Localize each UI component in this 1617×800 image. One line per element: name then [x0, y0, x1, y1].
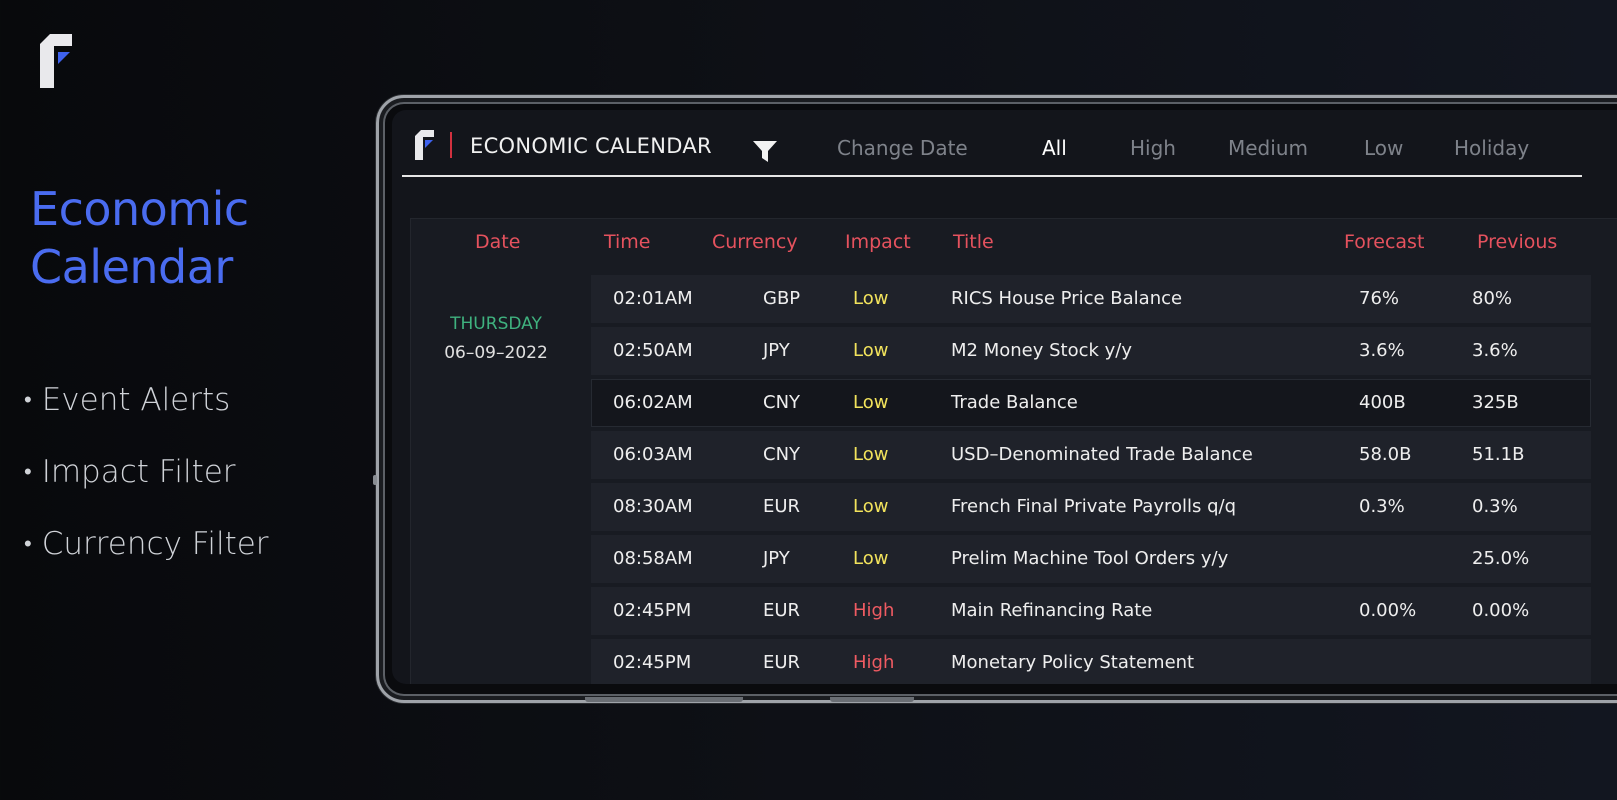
table-row[interactable]: 06:03AM CNY Low USD–Denominated Trade Balan… — [591, 431, 1591, 479]
cell-previous: 25.0% — [1472, 548, 1530, 569]
cell-forecast: 76% — [1359, 288, 1400, 309]
header-previous: Previous — [1477, 231, 1558, 253]
cell-currency: EUR — [763, 496, 801, 517]
cell-forecast: 0.3% — [1359, 496, 1405, 517]
tab-low[interactable]: Low — [1364, 136, 1404, 160]
date-value: 06–09–2022 — [444, 343, 548, 363]
table-row[interactable]: 02:50AM JPY Low M2 Money Stock y/y 3.6% 3.6% — [591, 327, 1591, 375]
cell-forecast: 400B — [1359, 392, 1406, 413]
filter-icon[interactable] — [752, 138, 778, 164]
cell-impact: High — [853, 600, 895, 621]
cell-previous: 0.00% — [1472, 600, 1530, 621]
header-currency: Currency — [712, 231, 798, 253]
cell-impact: Low — [853, 340, 889, 361]
header-date: Date — [475, 231, 521, 253]
hero-title: Economic Calendar — [30, 180, 249, 296]
cell-title: Prelim Machine Tool Orders y/y — [951, 548, 1229, 569]
app-logo-icon — [415, 130, 434, 160]
cell-currency: CNY — [763, 392, 801, 413]
cell-forecast: 3.6% — [1359, 340, 1405, 361]
cell-currency: EUR — [763, 652, 801, 673]
cell-previous: 325B — [1472, 392, 1519, 413]
hero-title-line2: Calendar — [30, 240, 233, 294]
table-row[interactable]: 08:58AM JPY Low Prelim Machine Tool Orders … — [591, 535, 1591, 583]
table-row[interactable]: 08:30AM EUR Low French Final Private Payrol… — [591, 483, 1591, 531]
cell-impact: Low — [853, 496, 889, 517]
tab-all[interactable]: All — [1042, 136, 1067, 160]
app-title: ECONOMIC CALENDAR — [470, 134, 712, 158]
app-screen: ECONOMIC CALENDAR Change Date All High M… — [392, 110, 1617, 684]
cell-currency: CNY — [763, 444, 801, 465]
feature-item: • Currency Filter — [24, 526, 269, 562]
header-forecast: Forecast — [1344, 231, 1425, 253]
cell-title: Main Refinancing Rate — [951, 600, 1153, 621]
table-row[interactable]: 02:45PM EUR High Monetary Policy Statement — [591, 639, 1591, 684]
cell-currency: GBP — [763, 288, 801, 309]
calendar-table: Date Time Currency Impact Title Forecast… — [410, 218, 1617, 684]
cell-time: 02:50AM — [613, 340, 693, 361]
cell-title: Trade Balance — [951, 392, 1078, 413]
feature-item: • Event Alerts — [24, 382, 231, 418]
cell-currency: JPY — [763, 340, 790, 361]
cell-impact: Low — [853, 392, 889, 413]
cell-impact: Low — [853, 548, 889, 569]
feature-item: • Impact Filter — [24, 454, 236, 490]
header-time: Time — [604, 231, 651, 253]
cell-time: 08:30AM — [613, 496, 693, 517]
header-separator — [450, 132, 452, 158]
phone-volume-button — [585, 697, 743, 702]
cell-currency: JPY — [763, 548, 790, 569]
header-title: Title — [953, 231, 994, 253]
tab-medium[interactable]: Medium — [1228, 136, 1308, 160]
table-row[interactable]: 06:02AM CNY Low Trade Balance 400B 325B — [591, 379, 1591, 427]
cell-previous: 80% — [1472, 288, 1513, 309]
hero-title-line1: Economic — [30, 182, 249, 236]
header-impact: Impact — [845, 231, 911, 253]
cell-impact: Low — [853, 288, 889, 309]
table-row[interactable]: 02:45PM EUR High Main Refinancing Rate 0.00%… — [591, 587, 1591, 635]
app-header: ECONOMIC CALENDAR Change Date All High M… — [402, 130, 1582, 177]
cell-title: French Final Private Payrolls q/q — [951, 496, 1237, 517]
table-row[interactable]: 02:01AM GBP Low RICS House Price Balance 76%… — [591, 275, 1591, 323]
cell-time: 02:01AM — [613, 288, 693, 309]
date-day: THURSDAY — [450, 314, 542, 334]
cell-impact: High — [853, 652, 895, 673]
brand-logo-icon — [40, 34, 72, 88]
cell-forecast: 0.00% — [1359, 600, 1417, 621]
cell-title: USD–Denominated Trade Balance — [951, 444, 1253, 465]
cell-title: RICS House Price Balance — [951, 288, 1183, 309]
change-date-button[interactable]: Change Date — [837, 136, 968, 160]
phone-power-button — [830, 697, 914, 702]
cell-currency: EUR — [763, 600, 801, 621]
cell-time: 02:45PM — [613, 652, 692, 673]
phone-side-button — [373, 475, 377, 485]
cell-previous: 51.1B — [1472, 444, 1525, 465]
cell-time: 08:58AM — [613, 548, 693, 569]
cell-previous: 3.6% — [1472, 340, 1518, 361]
cell-title: Monetary Policy Statement — [951, 652, 1195, 673]
cell-time: 02:45PM — [613, 600, 692, 621]
cell-forecast: 58.0B — [1359, 444, 1412, 465]
cell-time: 06:02AM — [613, 392, 693, 413]
tab-high[interactable]: High — [1130, 136, 1176, 160]
tab-holiday[interactable]: Holiday — [1454, 136, 1530, 160]
cell-previous: 0.3% — [1472, 496, 1518, 517]
cell-title: M2 Money Stock y/y — [951, 340, 1133, 361]
feature-list: • Event Alerts • Impact Filter • Currency F… — [24, 366, 269, 582]
cell-time: 06:03AM — [613, 444, 693, 465]
cell-impact: Low — [853, 444, 889, 465]
